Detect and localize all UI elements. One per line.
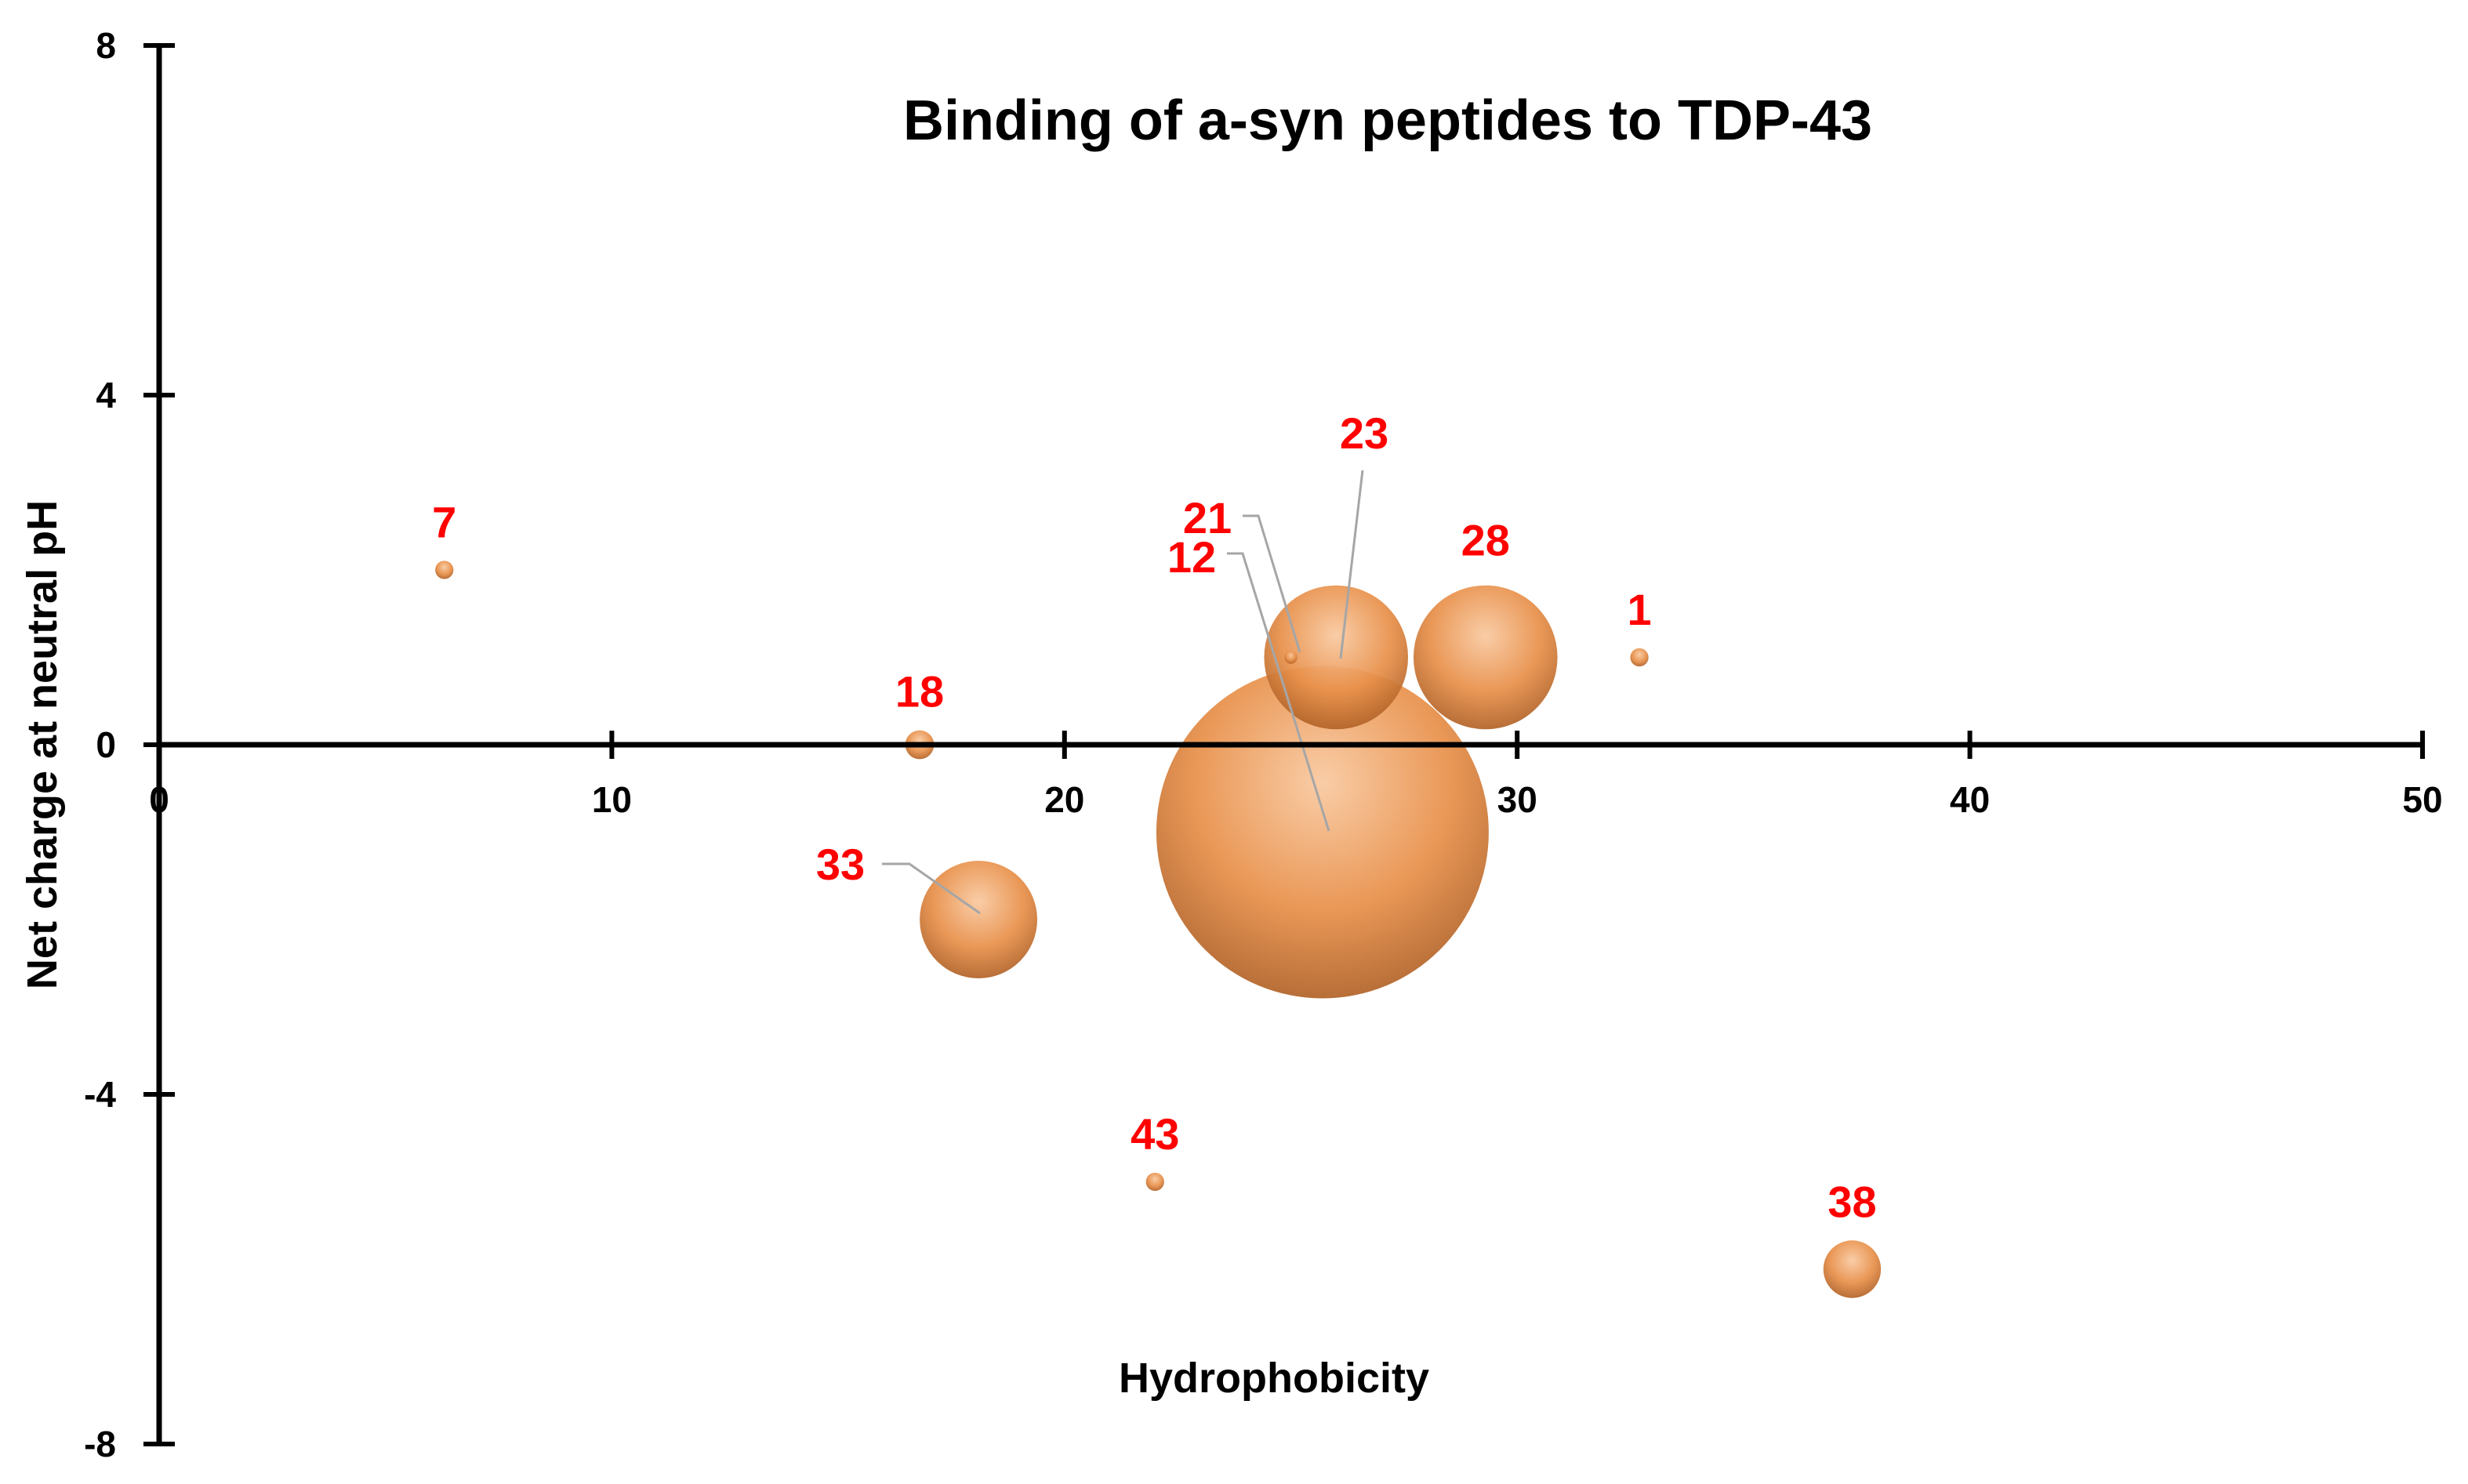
x-tick-label: 50 — [2402, 779, 2442, 820]
bubble-21 — [1284, 651, 1298, 664]
data-label-33: 33 — [816, 840, 865, 889]
data-label-38: 38 — [1827, 1177, 1876, 1226]
bubble-38 — [1823, 1240, 1882, 1298]
bubble-28 — [1413, 585, 1558, 730]
data-label-7: 7 — [432, 497, 456, 546]
y-tick-label: 8 — [96, 25, 116, 66]
y-tick-label: 0 — [96, 724, 116, 765]
x-tick-label: 40 — [1950, 779, 1990, 820]
leader-line-23 — [1339, 470, 1364, 659]
bubble-7 — [435, 561, 454, 579]
bubble-layer — [435, 561, 1882, 1298]
bubble-33 — [920, 861, 1038, 978]
leader-line-12 — [1227, 552, 1330, 832]
leader-line-33 — [882, 862, 981, 915]
data-label-23: 23 — [1340, 408, 1388, 458]
axes: 0 10 20 30 40 50 -8 -4 0 4 8 — [84, 25, 2442, 1464]
y-tick-label: -8 — [84, 1424, 116, 1464]
bubble-1 — [1630, 648, 1649, 667]
x-tick-label: 30 — [1497, 779, 1537, 820]
y-axis-title: Net charge at neutral pH — [19, 500, 66, 989]
x-axis-title: Hydrophobicity — [1119, 1355, 1429, 1402]
data-label-43: 43 — [1131, 1109, 1179, 1159]
data-label-1: 1 — [1628, 585, 1652, 634]
data-label-12: 12 — [1167, 532, 1216, 582]
y-tick-label: -4 — [84, 1074, 116, 1115]
x-tick-label: 0 — [149, 779, 169, 820]
leader-line-layer — [882, 470, 1364, 915]
chart-title: Binding of a-syn peptides to TDP-43 — [903, 89, 1872, 152]
data-label-18: 18 — [895, 667, 944, 717]
data-label-21: 21 — [1183, 493, 1232, 542]
x-tick-label: 10 — [592, 779, 632, 820]
bubble-23 — [1264, 585, 1409, 730]
x-tick-label: 20 — [1044, 779, 1084, 820]
bubble-12 — [1156, 666, 1489, 999]
bubble-43 — [1145, 1172, 1164, 1192]
y-tick-label: 4 — [96, 375, 116, 415]
leader-line-21 — [1243, 514, 1301, 653]
data-label-28: 28 — [1461, 516, 1510, 565]
